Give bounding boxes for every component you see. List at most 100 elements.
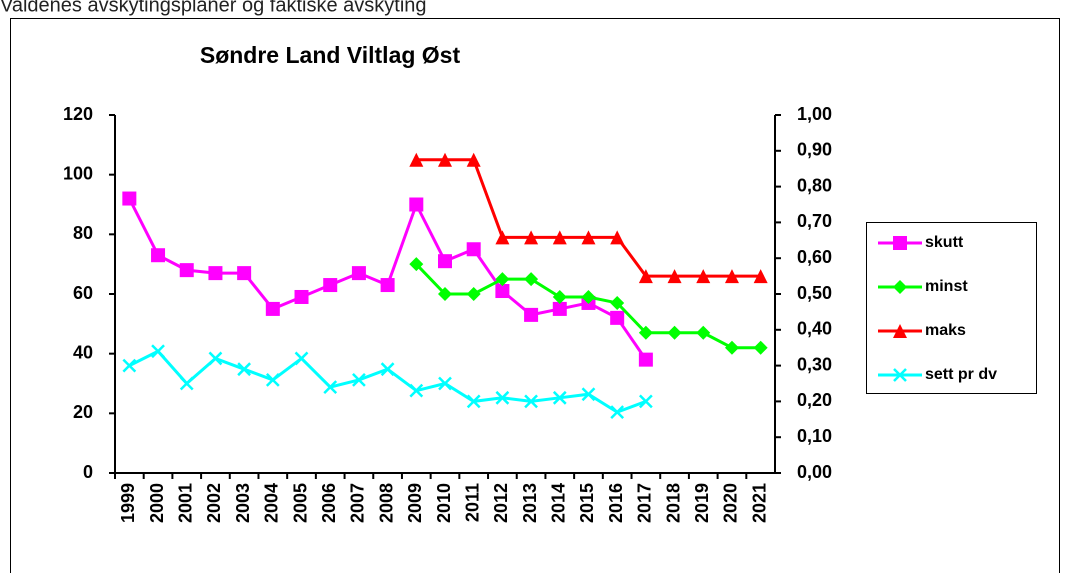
x-tick-label: 2007 [348,483,368,523]
marker [552,289,567,304]
chart-title: Søndre Land Viltlag Øst [200,42,461,68]
marker [380,362,395,377]
marker [524,230,539,245]
marker [409,197,424,212]
y-tick-label: 20 [73,402,93,422]
marker [122,191,137,206]
marker [294,351,309,366]
marker [151,344,165,359]
marker [409,257,424,272]
x-tick-label: 2000 [147,483,167,523]
y2-tick-label: 0,30 [797,354,832,374]
marker [552,390,567,405]
x-tick-label: 2019 [692,483,712,523]
marker [438,254,452,269]
marker [495,390,510,405]
marker [265,373,280,387]
y-tick-label: 120 [63,104,93,124]
marker [638,269,653,284]
marker [466,152,481,167]
marker [294,289,309,304]
marker [524,272,539,287]
x-tick-label: 2014 [549,483,569,523]
legend-label: minst [925,278,968,295]
marker [495,284,510,299]
marker [466,287,481,301]
x-tick-label: 2001 [175,483,195,523]
marker [438,152,452,167]
marker [724,269,739,284]
marker [495,230,510,245]
marker [237,266,252,281]
x-tick-label: 2008 [376,483,396,523]
y2-tick-label: 0,00 [797,462,832,482]
x-tick-label: 2012 [491,483,511,523]
marker [466,394,481,409]
marker [724,340,739,355]
marker [122,358,137,373]
y2-tick-label: 1,00 [797,104,832,124]
marker [409,152,424,167]
marker [466,242,481,257]
marker [179,376,194,391]
x-tick-label: 2011 [462,483,482,522]
x-tick-label: 2005 [290,483,310,523]
marker [524,307,539,322]
x-tick-label: 2015 [577,483,597,523]
x-tick-label: 2004 [262,483,282,523]
marker [552,230,567,245]
x-tick-label: 2018 [663,483,683,523]
heading: Valdenes avskytingsplaner og faktiske av… [0,0,427,16]
x-tick-label: 1999 [118,483,138,523]
marker [893,280,907,294]
marker [237,362,252,377]
marker [265,301,280,316]
x-tick-label: 2021 [749,483,769,523]
marker [581,230,596,245]
legend-label: sett pr dv [925,366,997,383]
marker [610,230,625,245]
marker [893,368,907,382]
marker [581,289,596,304]
marker [667,325,682,340]
marker [179,263,194,278]
x-tick-label: 2009 [405,483,425,523]
x-tick-label: 2013 [520,483,540,523]
marker [351,266,366,281]
y2-tick-label: 0,60 [797,247,832,267]
marker [753,340,768,355]
y-tick-label: 0 [83,462,93,482]
marker [323,380,338,394]
y2-tick-label: 0,10 [797,426,832,446]
y2-tick-label: 0,50 [797,283,832,303]
marker [610,310,625,325]
x-tick-label: 2010 [434,483,454,523]
y-tick-label: 100 [63,163,93,183]
marker [495,272,510,287]
marker [438,376,452,391]
marker [696,269,711,284]
marker [208,351,223,366]
marker [638,352,653,367]
x-tick-label: 2016 [606,483,626,523]
y-tick-label: 40 [73,342,93,362]
marker [638,394,653,409]
marker [667,269,682,284]
marker [893,236,907,250]
marker [409,383,424,398]
marker [893,324,907,338]
y2-tick-label: 0,90 [797,140,832,160]
marker [610,405,625,420]
marker [208,266,223,281]
y2-tick-label: 0,40 [797,319,832,339]
marker [524,394,538,409]
y2-tick-label: 0,70 [797,211,832,231]
legend-label: maks [925,322,966,339]
x-tick-label: 2002 [204,483,224,523]
y2-tick-label: 0,20 [797,390,832,410]
marker [696,325,711,340]
marker [438,287,452,301]
legend-label: skutt [925,234,964,251]
marker [638,325,653,340]
